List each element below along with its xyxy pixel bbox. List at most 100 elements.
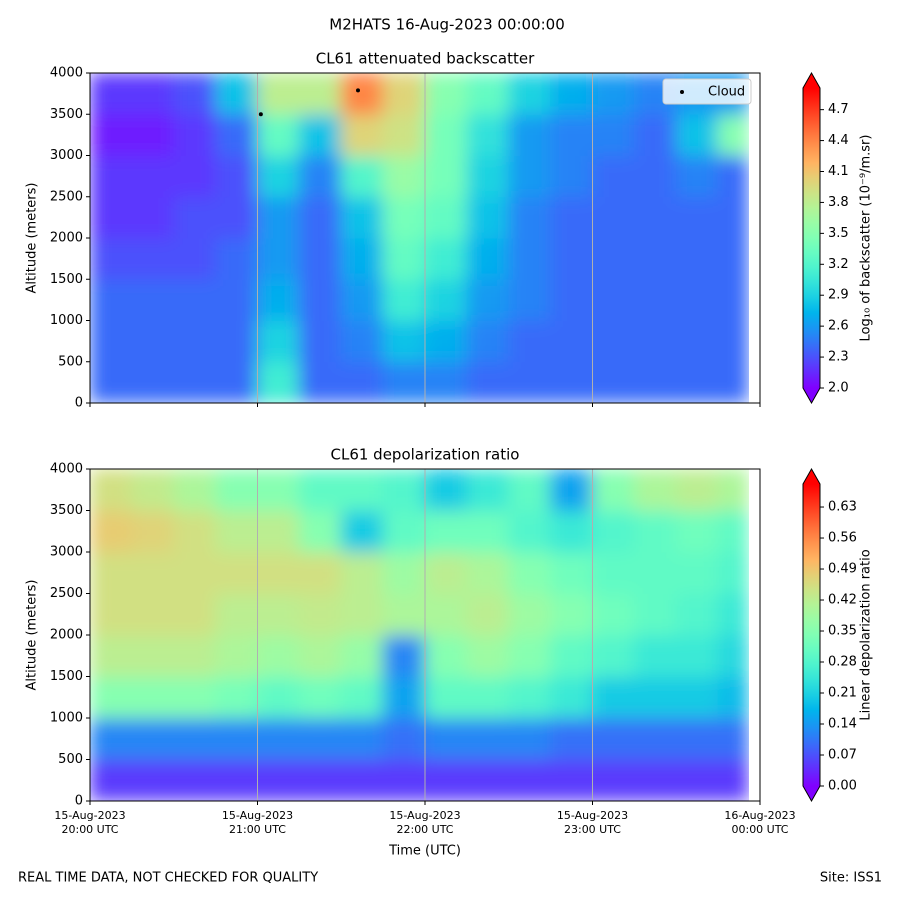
heatmap-cell — [424, 551, 468, 594]
heatmap-cell — [675, 155, 719, 198]
heatmap-cell — [298, 320, 342, 363]
heatmap-cell — [592, 676, 635, 719]
heatmap-cell — [298, 593, 342, 636]
colorbar-label: Log₁₀ of backscatter (10⁻⁹/m.sr) — [859, 135, 874, 342]
heatmap-cell — [382, 361, 426, 403]
heatmap-cell — [633, 361, 677, 403]
y-tick-label: 1000 — [50, 313, 83, 328]
heatmap-cell — [340, 551, 384, 594]
colorbar-extend-bottom — [803, 388, 820, 403]
heatmap-cell — [382, 551, 426, 594]
heatmap-cell — [466, 634, 510, 677]
heatmap-cell — [298, 717, 342, 760]
heatmap-cell — [90, 196, 133, 239]
heatmap-cell — [90, 155, 133, 198]
heatmap-cell — [340, 510, 384, 553]
heatmap-cell — [550, 469, 593, 511]
colorbar-tick-label: 0.00 — [828, 779, 857, 794]
heatmap-cell — [466, 759, 510, 801]
heatmap-cell — [424, 510, 468, 553]
heatmap-cell — [298, 676, 342, 719]
heatmap-cell — [173, 320, 217, 363]
heatmap-cell — [466, 469, 510, 511]
heatmap-cell — [90, 320, 133, 363]
heatmap-cell — [131, 113, 175, 156]
heatmap-cell — [298, 361, 342, 403]
colorbar-extend-bottom — [803, 786, 820, 801]
heatmap-cell — [382, 717, 426, 760]
heatmap-cell — [173, 113, 217, 156]
heatmap-cell — [550, 593, 593, 636]
heatmap-cell — [508, 278, 552, 321]
heatmap-cell — [173, 510, 217, 553]
heatmap-cell — [633, 759, 677, 801]
y-tick-label: 500 — [58, 752, 83, 767]
heatmap-cell — [466, 551, 510, 594]
heatmap-cell — [633, 676, 677, 719]
heatmap-cell — [382, 73, 426, 115]
heatmap-cell — [257, 676, 300, 719]
footer-left: REAL TIME DATA, NOT CHECKED FOR QUALITY — [18, 871, 318, 886]
colorbar-tick-label: 0.56 — [828, 531, 857, 546]
heatmap-cell — [90, 469, 133, 511]
colorbar-tick-label: 0.28 — [828, 655, 857, 670]
heatmap-cell — [173, 361, 217, 403]
heatmap-cell — [382, 510, 426, 553]
heatmap-cell — [131, 278, 175, 321]
heatmap-cell — [298, 155, 342, 198]
heatmap-cell — [550, 361, 593, 403]
heatmap-cell — [131, 320, 175, 363]
legend-marker — [680, 90, 684, 94]
heatmap-cell — [550, 113, 593, 156]
heatmap-cell — [466, 155, 510, 198]
heatmap-cell — [173, 634, 217, 677]
heatmap-cell — [675, 320, 719, 363]
heatmap-cell — [592, 278, 635, 321]
heatmap-cell — [257, 278, 300, 321]
heatmap-cell — [173, 593, 217, 636]
colorbar — [803, 484, 820, 786]
heatmap-cell — [215, 593, 258, 636]
heatmap-cell — [340, 196, 384, 239]
heatmap-cell — [675, 196, 719, 239]
heatmap-cell — [592, 510, 635, 553]
y-tick-label: 500 — [58, 354, 83, 369]
heatmap-cell — [550, 759, 593, 801]
heatmap-cell — [633, 593, 677, 636]
heatmap-cell — [340, 593, 384, 636]
heatmap-cell — [675, 759, 719, 801]
footer-right: Site: ISS1 — [820, 871, 882, 886]
heatmap-cell — [633, 155, 677, 198]
heatmap-cell — [298, 551, 342, 594]
heatmap-cell — [90, 717, 133, 760]
heatmap-cell — [508, 634, 552, 677]
heatmap-cell — [717, 634, 749, 677]
heatmap-cell — [717, 361, 749, 403]
heatmap-cell — [215, 759, 258, 801]
heatmap-cell — [424, 361, 468, 403]
heatmap-cell — [340, 278, 384, 321]
heatmap-cell — [90, 237, 133, 280]
heatmap-cell — [717, 717, 749, 760]
heatmap-cell — [257, 634, 300, 677]
heatmap-cell — [508, 593, 552, 636]
heatmap-cell — [550, 196, 593, 239]
heatmap-cell — [131, 593, 175, 636]
heatmap-cell — [340, 361, 384, 403]
heatmap-cell — [173, 196, 217, 239]
heatmap-cell — [382, 278, 426, 321]
heatmap-cell — [550, 634, 593, 677]
heatmap-cell — [215, 551, 258, 594]
y-tick-label: 0 — [75, 396, 83, 411]
heatmap-cell — [592, 759, 635, 801]
colorbar-tick-label: 0.14 — [828, 717, 857, 732]
heatmap-cell — [215, 361, 258, 403]
heatmap-cell — [298, 73, 342, 115]
heatmap-cell — [382, 237, 426, 280]
heatmap-cell — [675, 510, 719, 553]
heatmap-cell — [633, 113, 677, 156]
heatmap-cell — [675, 634, 719, 677]
heatmap-cell — [675, 551, 719, 594]
legend-label: Cloud — [708, 85, 745, 100]
legend-box — [662, 78, 752, 105]
